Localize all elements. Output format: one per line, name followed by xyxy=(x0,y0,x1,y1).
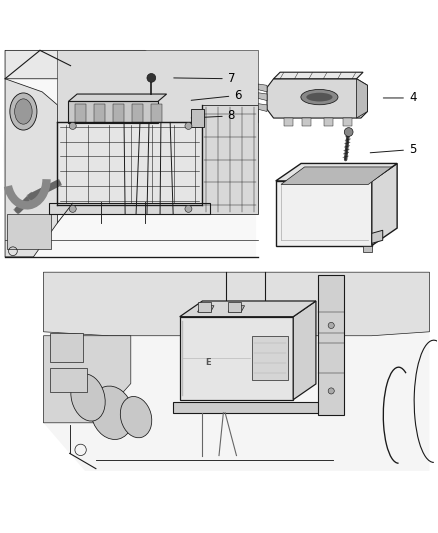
Polygon shape xyxy=(50,368,87,392)
Text: 4: 4 xyxy=(383,92,417,104)
Text: 2: 2 xyxy=(254,327,290,346)
Polygon shape xyxy=(276,164,397,181)
Polygon shape xyxy=(228,302,241,312)
Text: 8: 8 xyxy=(191,109,235,123)
Polygon shape xyxy=(68,94,166,101)
Circle shape xyxy=(328,388,334,394)
Polygon shape xyxy=(258,84,267,92)
Polygon shape xyxy=(252,336,288,380)
Circle shape xyxy=(185,205,192,212)
Polygon shape xyxy=(372,164,397,246)
Polygon shape xyxy=(258,103,267,111)
Polygon shape xyxy=(274,72,363,79)
Circle shape xyxy=(69,205,76,212)
Ellipse shape xyxy=(120,397,152,438)
Ellipse shape xyxy=(306,93,332,101)
Polygon shape xyxy=(267,79,367,118)
Polygon shape xyxy=(43,272,429,471)
Polygon shape xyxy=(43,336,131,423)
Polygon shape xyxy=(173,402,325,413)
Text: E: E xyxy=(205,358,211,367)
Polygon shape xyxy=(201,105,258,214)
Ellipse shape xyxy=(301,90,338,105)
Polygon shape xyxy=(68,101,158,123)
Circle shape xyxy=(328,322,334,328)
Polygon shape xyxy=(3,51,256,257)
Polygon shape xyxy=(357,79,367,118)
Text: 6: 6 xyxy=(191,89,242,102)
Polygon shape xyxy=(293,301,316,400)
Polygon shape xyxy=(343,118,352,126)
Circle shape xyxy=(147,74,155,82)
Polygon shape xyxy=(276,181,372,246)
Polygon shape xyxy=(372,230,383,244)
Polygon shape xyxy=(324,118,332,126)
Polygon shape xyxy=(5,51,184,79)
Polygon shape xyxy=(49,203,210,214)
Polygon shape xyxy=(113,104,124,122)
Ellipse shape xyxy=(14,99,32,124)
Text: 5: 5 xyxy=(370,143,416,156)
Polygon shape xyxy=(318,275,344,415)
Polygon shape xyxy=(132,104,143,122)
Polygon shape xyxy=(5,79,57,257)
Circle shape xyxy=(69,123,76,130)
Ellipse shape xyxy=(10,93,37,130)
Circle shape xyxy=(344,128,353,136)
Polygon shape xyxy=(285,118,293,126)
Polygon shape xyxy=(258,93,267,101)
Text: 7: 7 xyxy=(174,72,235,85)
Polygon shape xyxy=(57,123,201,205)
Ellipse shape xyxy=(71,374,105,421)
Polygon shape xyxy=(75,104,86,122)
Polygon shape xyxy=(7,214,51,249)
Text: 3: 3 xyxy=(292,226,308,239)
Polygon shape xyxy=(94,104,105,122)
Text: 1: 1 xyxy=(239,314,276,335)
Polygon shape xyxy=(151,104,162,122)
Circle shape xyxy=(185,123,192,130)
Polygon shape xyxy=(228,306,244,312)
Polygon shape xyxy=(57,51,258,123)
Polygon shape xyxy=(198,306,214,312)
Polygon shape xyxy=(198,302,211,312)
Polygon shape xyxy=(281,167,392,184)
Ellipse shape xyxy=(91,386,134,440)
Polygon shape xyxy=(363,246,372,252)
Polygon shape xyxy=(191,109,204,127)
Polygon shape xyxy=(43,272,429,336)
Polygon shape xyxy=(50,333,83,362)
Polygon shape xyxy=(302,118,311,126)
Polygon shape xyxy=(180,301,316,317)
Polygon shape xyxy=(180,317,293,400)
